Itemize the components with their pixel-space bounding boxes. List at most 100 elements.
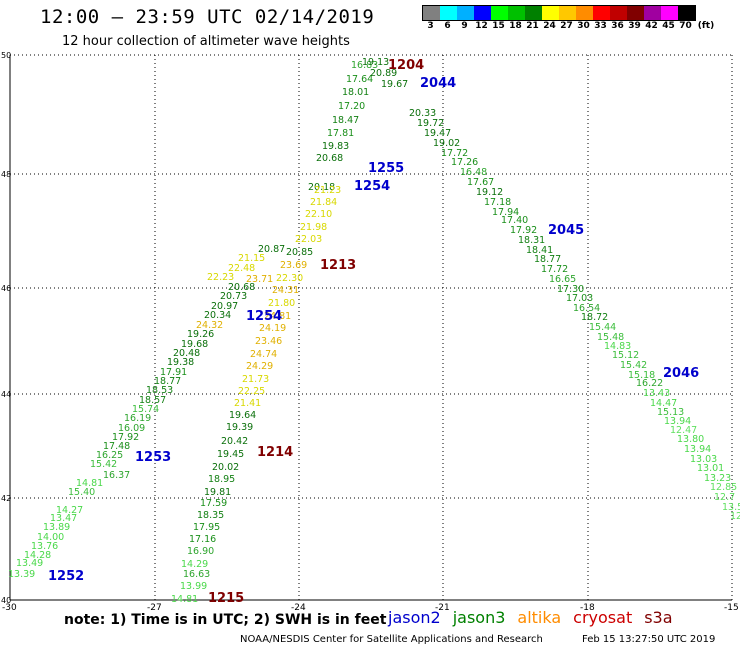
wave-height-value: 22.48 — [228, 263, 255, 274]
wave-height-value: 20.42 — [221, 436, 248, 447]
wave-height-value: 17.16 — [189, 534, 216, 545]
wave-height-value: 19.64 — [229, 410, 256, 421]
wave-height-value: 15.18 — [628, 370, 655, 381]
pass-time-label: 1215 — [208, 591, 244, 606]
wave-height-value: 20.85 — [286, 247, 313, 258]
color-scale-label: 15 — [492, 21, 505, 31]
color-scale-label: 18 — [509, 21, 522, 31]
longitude-label: -15 — [724, 603, 739, 613]
wave-height-value: 23.71 — [246, 274, 273, 285]
wave-height-value: 20.33 — [409, 108, 436, 119]
wave-height-value: 21.41 — [234, 398, 261, 409]
wave-height-value: 23.69 — [280, 260, 307, 271]
altimeter-tracks: 13.3913.4914.2813.7614.0013.8913.4714.27… — [8, 57, 740, 605]
latitude-labels: 50 48 46 44 42 40 — [1, 51, 11, 605]
wave-height-value: 17.81 — [327, 128, 354, 139]
wave-height-value: 18.53 — [146, 385, 173, 396]
wave-height-value: 21.98 — [300, 222, 327, 233]
map-subtitle: 12 hour collection of altimeter wave hei… — [62, 34, 350, 49]
wave-height-value: 15.40 — [68, 487, 95, 498]
wave-height-value: 13.5 — [722, 502, 740, 513]
color-swatch — [508, 6, 525, 20]
wave-height-value: 13.03 — [690, 454, 717, 465]
wave-height-value: 16.25 — [96, 450, 123, 461]
mission-legend: jason2 jason3 altika cryosat s3a — [388, 608, 685, 627]
pass-time-label: 1214 — [257, 445, 293, 460]
wave-height-value: 19.02 — [433, 138, 460, 149]
wave-height-value: 14.47 — [650, 398, 677, 409]
color-swatch — [661, 6, 678, 20]
wave-height-value: 13.47 — [50, 513, 77, 524]
wave-height-value: 16.65 — [549, 274, 576, 285]
wave-height-value: 22.03 — [295, 234, 322, 245]
color-swatch — [491, 6, 508, 20]
wave-height-value: 17.64 — [346, 74, 373, 85]
latitude-label: 50 — [1, 51, 11, 60]
color-scale-label: 36 — [611, 21, 624, 31]
wave-height-value: 13.01 — [697, 463, 724, 474]
pass-time-label: 1254 — [246, 309, 282, 324]
color-scale-label: 12 — [475, 21, 488, 31]
color-scale-label: 3 — [427, 21, 434, 31]
wave-height-value: 15.48 — [597, 332, 624, 343]
wave-height-value: 14.81 — [76, 478, 103, 489]
mission-name-jason3: jason3 — [452, 608, 506, 627]
wave-height-value: 20.68 — [316, 153, 343, 164]
wave-height-value: 24.32 — [196, 320, 223, 331]
color-swatch — [474, 6, 491, 20]
wave-height-value: 20.18 — [308, 182, 335, 193]
wave-height-value: 12.47 — [670, 425, 697, 436]
wave-height-value: 16.48 — [460, 167, 487, 178]
color-swatch — [627, 6, 644, 20]
wave-height-value: 16.54 — [573, 303, 600, 314]
wave-height-value: 23.46 — [255, 336, 282, 347]
color-swatch — [576, 6, 593, 20]
color-scale-label: 24 — [543, 21, 556, 31]
wave-height-value: 12.7 — [714, 492, 735, 503]
wave-height-value: 20.87 — [258, 244, 285, 255]
color-scale-label: 21 — [526, 21, 539, 31]
longitude-labels: -30 -27 -24 -21 -18 -15 — [2, 603, 739, 613]
mission-name-altika: altika — [517, 608, 562, 627]
wave-height-value: 24.19 — [259, 323, 286, 334]
mission-name-jason2: jason2 — [388, 608, 441, 627]
wave-height-value: 16.22 — [636, 378, 663, 389]
wave-height-value: 20.73 — [220, 291, 247, 302]
longitude-label: -24 — [291, 603, 306, 613]
wave-height-value: 17.91 — [160, 367, 187, 378]
wave-height-value: 13.23 — [704, 473, 731, 484]
wave-height-value: 16.83 — [351, 60, 378, 71]
color-swatch — [542, 6, 559, 20]
wave-height-value: 15.74 — [132, 404, 159, 415]
wave-height-value: 13.49 — [16, 558, 43, 569]
wave-height-value: 22.30 — [276, 273, 303, 284]
wave-height-value: 12 — [730, 511, 740, 522]
color-scale-label: 30 — [577, 21, 590, 31]
wave-height-value: 18.31 — [518, 235, 545, 246]
color-scale-label: 9 — [461, 21, 468, 31]
color-scale-label: 42 — [645, 21, 658, 31]
pass-time-labels: 1252 1253 1254 1213 1214 1215 1254 1255 1204 2044… — [48, 58, 699, 606]
wave-height-value: 17.94 — [492, 207, 519, 218]
wave-height-value: 17.92 — [112, 432, 139, 443]
pass-time-label: 1253 — [135, 450, 171, 465]
wave-height-value: 15.13 — [657, 407, 684, 418]
wave-height-value: 17.92 — [510, 225, 537, 236]
wave-height-value: 14.00 — [37, 532, 64, 543]
wave-height-value: 22.25 — [238, 386, 265, 397]
wave-height-value: 16.09 — [118, 423, 145, 434]
wave-height-value: 14.29 — [181, 559, 208, 570]
wave-height-value: 15.42 — [90, 459, 117, 470]
wave-height-value: 16.90 — [187, 546, 214, 557]
wave-height-value: 19.81 — [204, 487, 231, 498]
wave-height-value: 17.48 — [103, 441, 130, 452]
wave-height-value: 14.83 — [604, 341, 631, 352]
pass-time-label: 2044 — [420, 76, 456, 91]
color-scale-bar — [422, 5, 696, 21]
color-scale-label: 6 — [444, 21, 451, 31]
map-frame — [9, 54, 733, 601]
wave-height-value: 20.97 — [211, 301, 238, 312]
wave-height-value: 19.13 — [362, 57, 389, 68]
footer-note: note: 1) Time is in UTC; 2) SWH is in fe… — [64, 612, 387, 628]
